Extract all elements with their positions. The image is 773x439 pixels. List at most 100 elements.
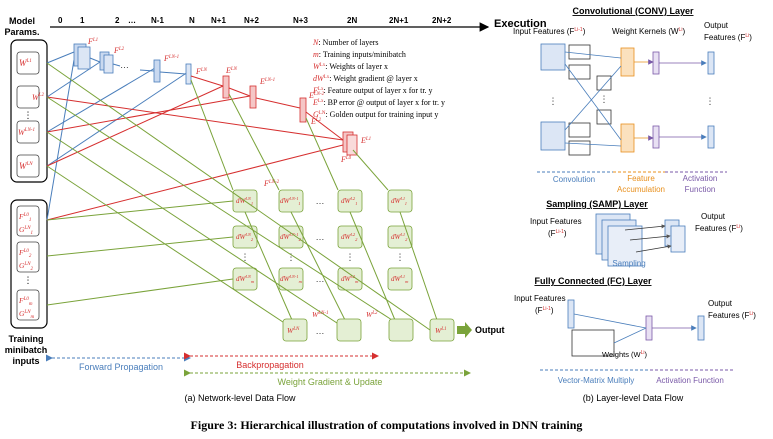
svg-text:EL1: EL1: [360, 136, 371, 145]
col-label-n-plus-3: N+3: [293, 16, 308, 25]
svg-text:WL2: WL2: [366, 310, 378, 319]
fc-stage-activation: Activation Function: [656, 376, 724, 385]
svg-text:WL1: WL1: [435, 326, 447, 335]
svg-text:FLN-1: FLN-1: [163, 54, 179, 63]
svg-text:FL0: FL0: [340, 155, 352, 164]
conv-stage-convolution: Convolution: [553, 175, 595, 184]
svg-text:EL2: EL2: [310, 117, 322, 126]
col-label-2n-plus-1: 2N+1: [389, 16, 409, 25]
model-params-title-2: Params.: [4, 27, 39, 37]
col-label-n: N: [189, 16, 195, 25]
samp-input-label-2: (FLi-1): [548, 229, 567, 238]
conv-input-blocks: ⋮: [540, 43, 566, 151]
input-cell-m: [16, 289, 40, 321]
backprop-edges: [46, 85, 344, 221]
conv-stage-accumulation: Accumulation: [617, 185, 665, 194]
execution-label: Execution: [494, 18, 547, 30]
forward-ellipsis: …: [120, 60, 129, 70]
svg-text:dWL1m: dWL1m: [391, 274, 409, 284]
conv-stage-feature: Feature: [627, 174, 655, 183]
conv-edges: [564, 51, 622, 147]
svg-text:WL2: WL2: [32, 93, 44, 102]
svg-text:⋮: ⋮: [600, 94, 609, 104]
forward-feature-labels: FL1 FL2 FLN-1 FLN: [87, 37, 208, 76]
svg-text:dWLN2: dWLN2: [236, 232, 254, 242]
svg-text:WL1: WL1: [19, 58, 32, 68]
samp-output-label-2: Features (FLi): [695, 224, 743, 233]
gradient-grid: [232, 189, 413, 291]
input-g-2: GLN2: [19, 261, 34, 272]
svg-text:⋮: ⋮: [549, 96, 558, 106]
legend: N: Number of layers m: Training inputs/m…: [312, 38, 445, 119]
svg-text:FLN-2: FLN-2: [263, 179, 280, 188]
phase-spans: Forward Propagation Backpropagation Weig…: [46, 352, 471, 387]
weight-cell-l2: WL2: [16, 85, 44, 109]
weight-dots: ⋮: [24, 110, 33, 120]
training-title-2: minibatch: [5, 345, 48, 355]
fc-input-label-1: Input Features: [514, 294, 566, 303]
grad-col-l1: [387, 189, 413, 291]
col-label-n-plus-1: N+1: [211, 16, 226, 25]
svg-text:GLN: Golden output for trainin: GLN: Golden output for training input y: [313, 110, 438, 119]
subcaption-b: (b) Layer-level Data Flow: [583, 393, 684, 403]
conv-input-label: Input Features (FLi-1): [513, 27, 586, 36]
svg-text:⋮: ⋮: [346, 252, 355, 262]
conv-stage-function: Function: [685, 185, 716, 194]
backprop-blocks: [190, 75, 358, 156]
svg-text:ELx: BP error @ output of laye: ELx: BP error @ output of layer x for tr…: [312, 98, 445, 107]
conv-act-edges: [659, 60, 707, 140]
weight-grad-label: Weight Gradient & Update: [278, 377, 383, 387]
forward-features: …: [73, 43, 192, 85]
conv-title: Convolutional (CONV) Layer: [572, 6, 694, 16]
svg-text:FL2: FL2: [113, 46, 125, 55]
svg-text:FLN: FLN: [195, 67, 208, 76]
svg-text:N: Number of layers: N: Number of layers: [312, 38, 379, 47]
fc-stage-vmm: Vector-Matrix Multiply: [558, 376, 634, 385]
svg-text:…: …: [316, 196, 325, 206]
svg-text:dWL22: dWL22: [341, 232, 358, 242]
svg-text:…: …: [316, 232, 325, 242]
fc-weights-label: Weights (WLi): [602, 350, 648, 359]
figure-caption: Figure 3: Hierarchical illustration of c…: [190, 418, 583, 432]
subcaption-a: (a) Network-level Data Flow: [184, 393, 296, 403]
conv-output-ellipsis: ⋮: [706, 96, 715, 106]
fc-blocks: [567, 299, 705, 357]
conv-stage-activation: Activation: [683, 174, 718, 183]
conv-kernel-label: Weight Kernels (WLi): [612, 27, 685, 36]
svg-text:dWLNm: dWLNm: [236, 274, 255, 284]
svg-text:ELN: ELN: [225, 66, 238, 75]
samp-stage-sampling: Sampling: [612, 259, 645, 268]
svg-text:⋮: ⋮: [396, 252, 405, 262]
samp-input-label-1: Input Features: [530, 217, 582, 226]
col-label-n-minus-1: N-1: [151, 16, 164, 25]
update-edges: [46, 62, 438, 331]
input-cells: FL01 GLN1 FL02 GLN2 ⋮ FL0m GLNm: [16, 205, 40, 321]
weights-box: [10, 39, 48, 183]
svg-text:dWL12: dWL12: [391, 232, 408, 242]
weight-cells: WL1 WL2 ⋮ WLN-1 WLN: [16, 51, 44, 178]
input-dots: ⋮: [24, 275, 33, 285]
fc-input-label-2: (FLi-1): [535, 306, 554, 315]
conv-accum-edges: [634, 59, 654, 141]
input-f-2: FL02: [18, 248, 32, 259]
input-f-1: FL01: [18, 212, 31, 223]
layer-panel: Convolutional (CONV) Layer Input Feature…: [513, 6, 756, 403]
updated-weights: …: [282, 318, 455, 342]
training-title-3: inputs: [13, 356, 40, 366]
weight-cell-ln-1: WLN-1: [16, 120, 40, 144]
updated-weights-ellipsis: …: [316, 326, 325, 336]
svg-text:ELN-1: ELN-1: [259, 77, 275, 86]
svg-text:dWL11: dWL11: [391, 196, 407, 206]
output-label: Output: [475, 325, 505, 335]
col-label-0: 0: [58, 16, 63, 25]
network-panel: Execution 0 1 2 … N-1 N N+1 N+2 N+3 2N 2…: [4, 16, 546, 403]
weight-cell-l1: WL1: [16, 51, 40, 75]
col-label-2: 2: [115, 16, 120, 25]
svg-text:…: …: [316, 274, 325, 284]
model-params-title: Model: [9, 16, 35, 26]
fc-output-label-1: Output: [708, 299, 733, 308]
svg-text:ELN-2: ELN-2: [308, 91, 325, 100]
conv-output-label-1: Output: [704, 21, 729, 30]
svg-text:WLx: Weights of layer x: WLx: Weights of layer x: [313, 62, 388, 71]
fc-title: Fully Connected (FC) Layer: [534, 276, 652, 286]
